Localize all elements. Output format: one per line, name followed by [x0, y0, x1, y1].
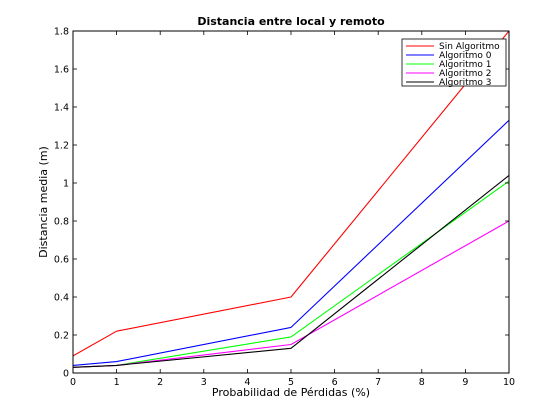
- y-tick-label: 0.6: [54, 255, 69, 266]
- legend-item: Algoritmo 0: [406, 51, 492, 61]
- x-tick-label: 0: [70, 377, 76, 388]
- series-line-1: [73, 31, 509, 357]
- legend-label: Algoritmo 3: [439, 78, 491, 88]
- x-tick-label: 7: [375, 377, 381, 388]
- legend-item: Algoritmo 1: [406, 60, 491, 70]
- y-axis-label: Distancia media (m): [37, 146, 50, 258]
- x-tick-label: 8: [419, 377, 425, 388]
- y-tick-label: 0.8: [54, 217, 69, 228]
- x-tick-label: 5: [288, 377, 294, 388]
- series-line-2: [73, 119, 509, 366]
- x-tick-label: 1: [114, 377, 120, 388]
- legend-label: Algoritmo 2: [439, 69, 491, 79]
- legend-label: Algoritmo 0: [439, 51, 492, 61]
- x-tick-label: 6: [332, 377, 338, 388]
- legend-item: Sin Algoritmo: [406, 42, 500, 52]
- chart-title: Distancia entre local y remoto: [197, 15, 385, 28]
- legend-item: Algoritmo 3: [406, 78, 491, 88]
- legend-label: Algoritmo 1: [439, 60, 491, 70]
- series-line-5: [73, 174, 509, 368]
- x-tick-label: 2: [157, 377, 163, 388]
- y-tick-label: 0: [63, 369, 69, 380]
- y-tick-label: 0.2: [54, 331, 69, 342]
- x-axis-label: Probabilidad de Pérdidas (%): [212, 386, 370, 399]
- series-layer: [73, 31, 509, 368]
- y-tick-label: 1.2: [54, 141, 69, 152]
- y-tick-label: 1: [63, 179, 69, 190]
- y-tick-label: 1.6: [54, 65, 69, 76]
- x-tick-label: 3: [201, 377, 207, 388]
- axis-ticks: 0 1 2 3 4 5 6 7 8 9 10 0 0.2 0.4 0.6 0.8 1 1.2 1.4 1.6 1.8: [54, 27, 515, 389]
- legend-item: Algoritmo 2: [406, 69, 491, 79]
- legend-box: [401, 38, 507, 87]
- x-tick-label: 10: [503, 377, 515, 388]
- y-tick-label: 1.8: [54, 27, 69, 38]
- y-tick-label: 1.4: [54, 103, 69, 114]
- legend-label: Sin Algoritmo: [439, 42, 500, 52]
- y-tick-label: 0.4: [54, 293, 69, 304]
- x-tick-label: 9: [462, 377, 468, 388]
- x-tick-label: 4: [244, 377, 250, 388]
